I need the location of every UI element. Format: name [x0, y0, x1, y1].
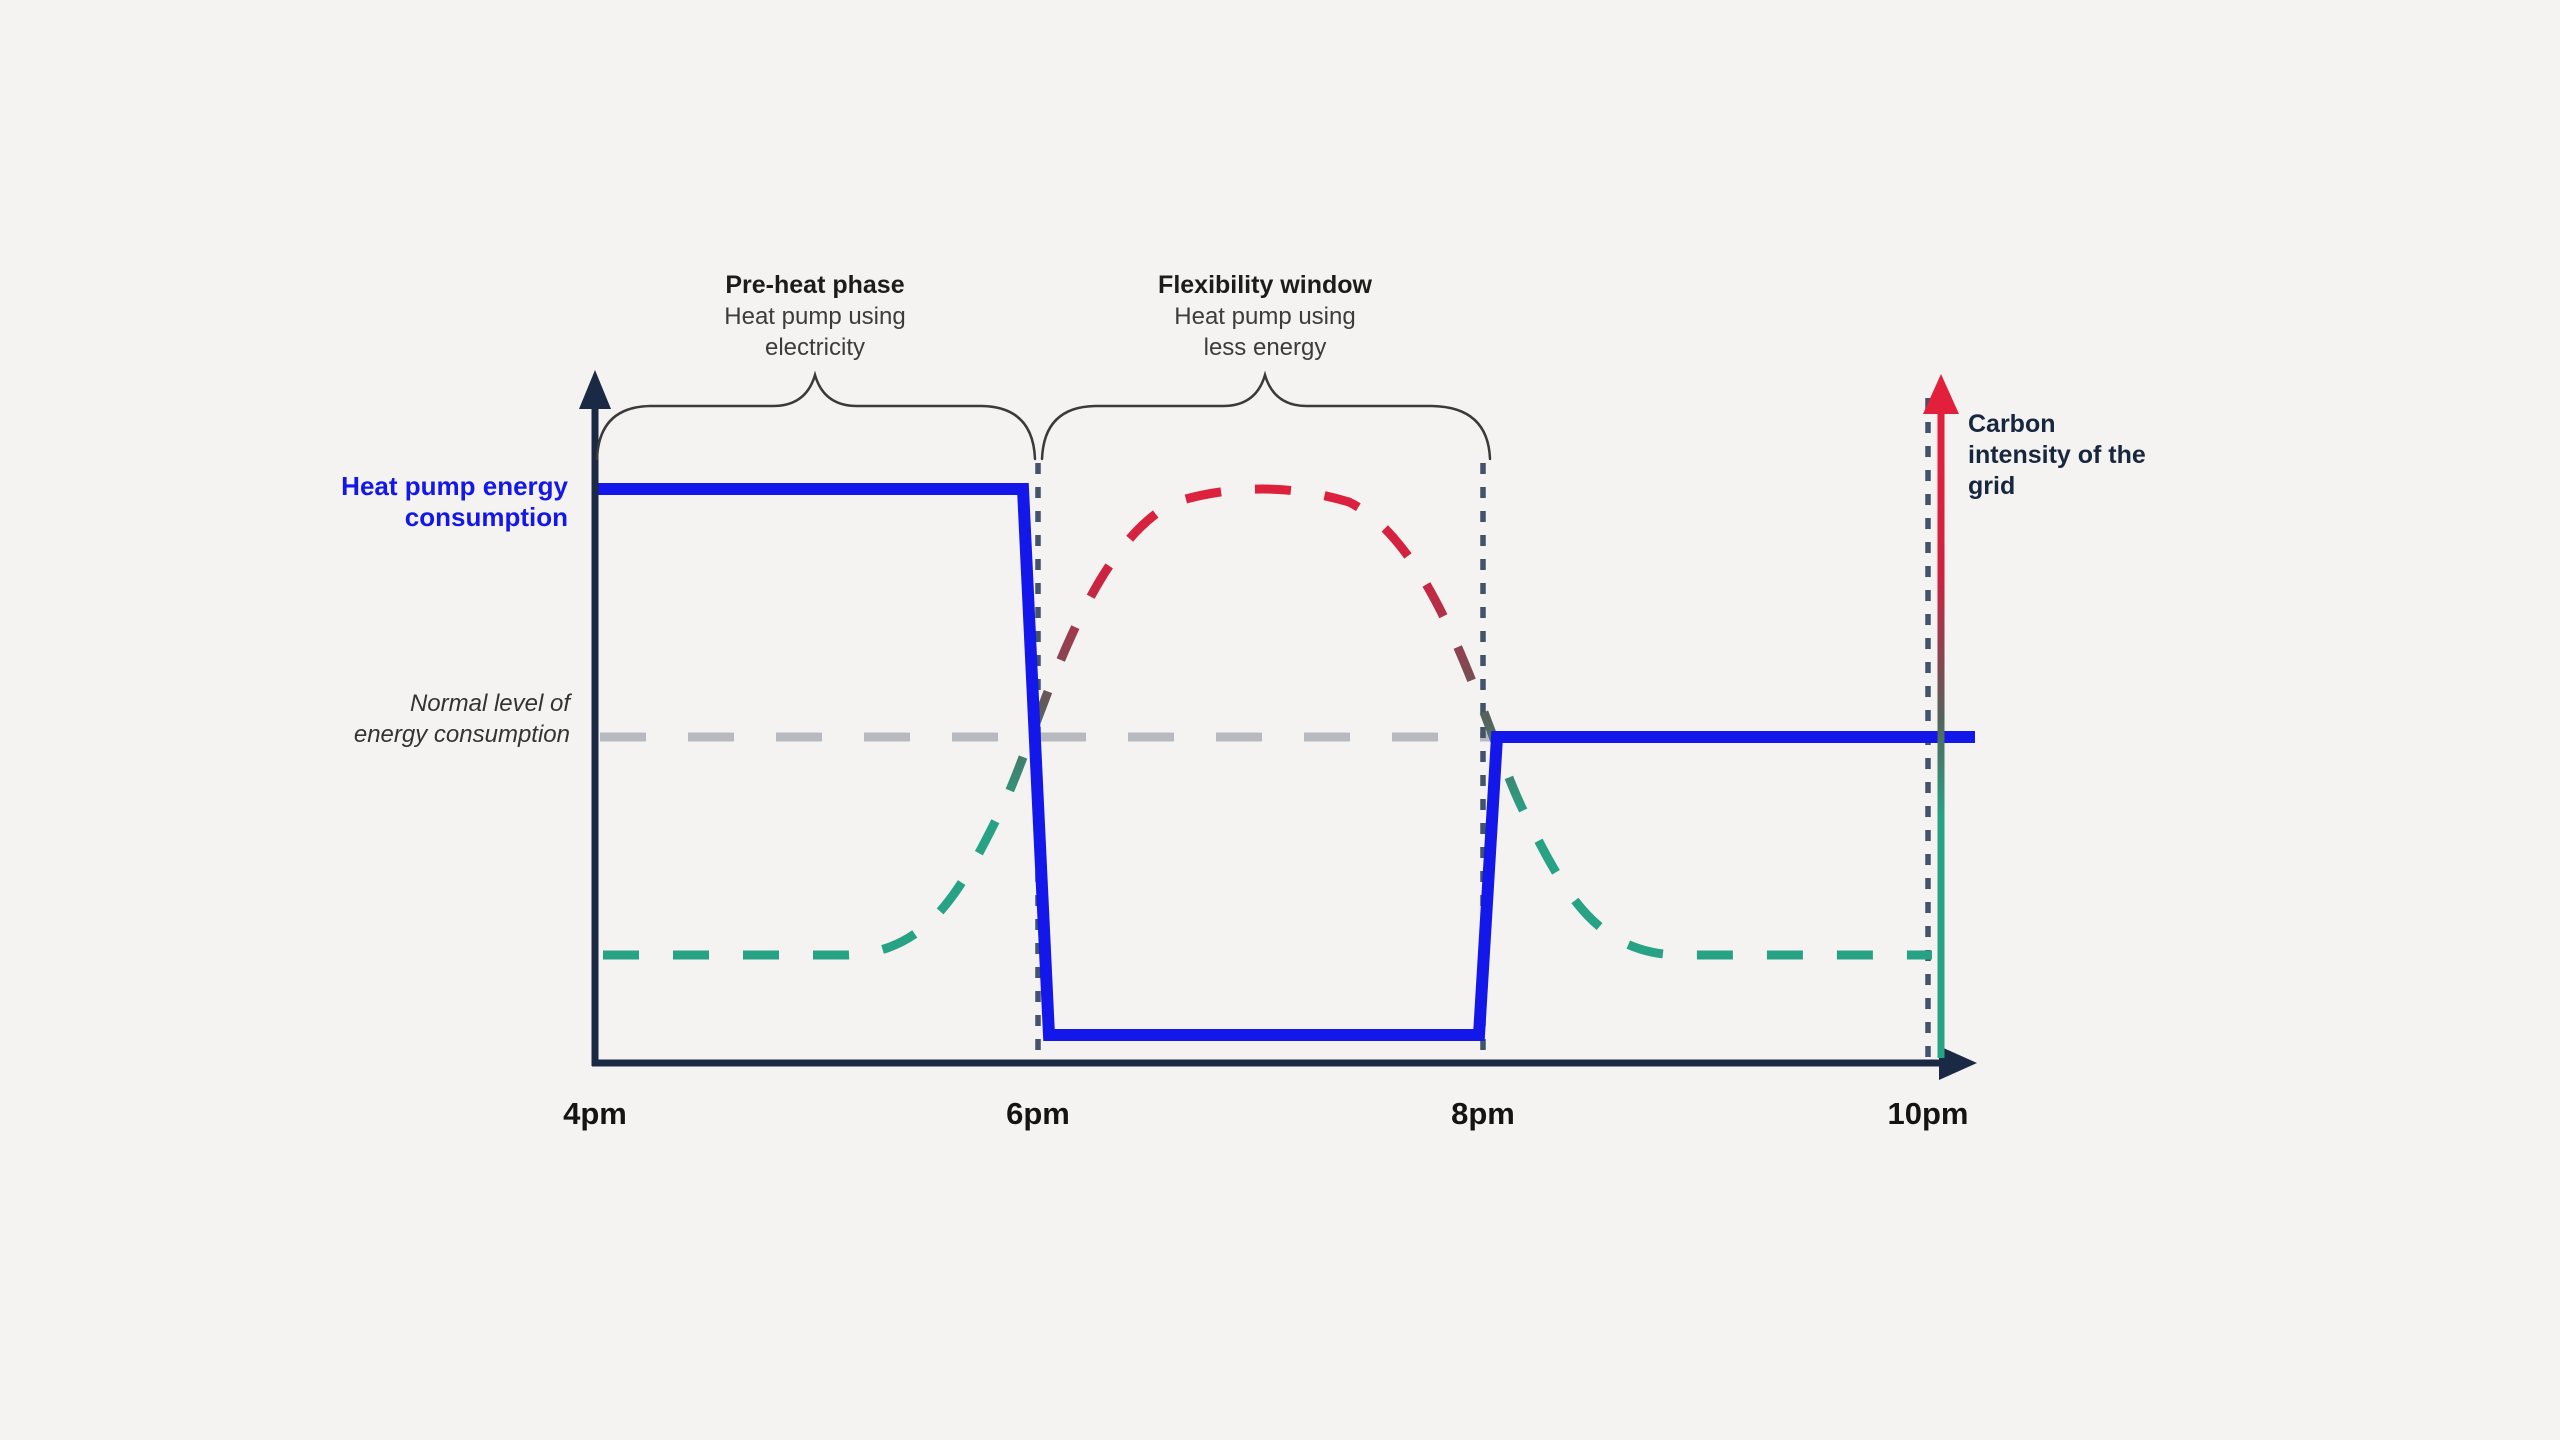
normal-level-label-line2: energy consumption — [353, 721, 570, 748]
flexibility-subtitle-line1: Heat pump using — [1174, 303, 1356, 330]
flexibility-annotation: Flexibility window Heat pump using less … — [1035, 270, 1495, 363]
x-tick-10pm: 10pm — [1887, 1096, 1969, 1131]
heat-pump-series-label-line2: consumption — [404, 502, 568, 532]
flexibility-subtitle-line2: less energy — [1203, 334, 1327, 361]
x-axis-arrowhead-icon — [1939, 1046, 1977, 1080]
normal-level-label: Normal level of energy consumption — [170, 688, 570, 750]
preheat-subtitle-line1: Heat pump using — [724, 303, 906, 330]
x-tick-6pm: 6pm — [1006, 1096, 1070, 1131]
carbon-arrowhead-icon — [1923, 374, 1959, 414]
carbon-intensity-label: Carbon intensity of the grid — [1968, 409, 2228, 502]
x-tick-4pm: 4pm — [563, 1096, 627, 1131]
preheat-brace-icon — [595, 370, 1037, 461]
preheat-subtitle-line2: electricity — [764, 334, 866, 361]
carbon-intensity-label-line3: grid — [1968, 472, 2016, 500]
carbon-intensity-label-line1: Carbon — [1968, 410, 2056, 438]
x-tick-8pm: 8pm — [1451, 1096, 1515, 1131]
flexibility-brace-icon — [1040, 370, 1492, 461]
carbon-intensity-label-line2: intensity of the — [1968, 441, 2146, 469]
normal-level-label-line1: Normal level of — [409, 690, 570, 717]
carbon-intensity-curve — [603, 484, 1932, 960]
y-axis-arrowhead-icon — [579, 370, 611, 409]
heat-pump-series-label: Heat pump energy consumption — [168, 471, 568, 533]
preheat-title: Pre-heat phase — [725, 271, 905, 299]
heat-pump-series-label-line1: Heat pump energy — [341, 471, 568, 501]
flexibility-title: Flexibility window — [1158, 271, 1372, 299]
preheat-annotation: Pre-heat phase Heat pump using electrici… — [585, 270, 1045, 363]
heat-pump-consumption-line — [597, 483, 1975, 1041]
